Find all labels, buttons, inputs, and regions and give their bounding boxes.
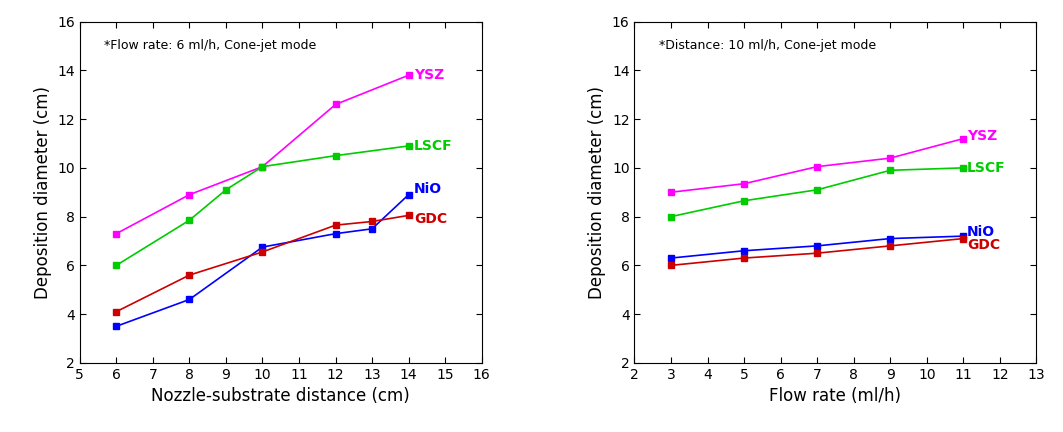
Text: YSZ: YSZ xyxy=(967,129,997,143)
Y-axis label: Deposition diameter (cm): Deposition diameter (cm) xyxy=(34,86,52,299)
Text: GDC: GDC xyxy=(415,212,448,226)
Text: NiO: NiO xyxy=(415,181,442,196)
Text: LSCF: LSCF xyxy=(967,161,1006,175)
Text: *Flow rate: 6 ml/h, Cone-jet mode: *Flow rate: 6 ml/h, Cone-jet mode xyxy=(104,39,316,52)
Y-axis label: Deposition diameter (cm): Deposition diameter (cm) xyxy=(588,86,606,299)
Text: NiO: NiO xyxy=(967,226,995,239)
Text: YSZ: YSZ xyxy=(415,68,444,82)
X-axis label: Flow rate (ml/h): Flow rate (ml/h) xyxy=(770,388,901,405)
X-axis label: Nozzle-substrate distance (cm): Nozzle-substrate distance (cm) xyxy=(151,388,410,405)
Text: GDC: GDC xyxy=(967,238,1000,252)
Text: *Distance: 10 ml/h, Cone-jet mode: *Distance: 10 ml/h, Cone-jet mode xyxy=(659,39,876,52)
Text: LSCF: LSCF xyxy=(415,139,453,153)
